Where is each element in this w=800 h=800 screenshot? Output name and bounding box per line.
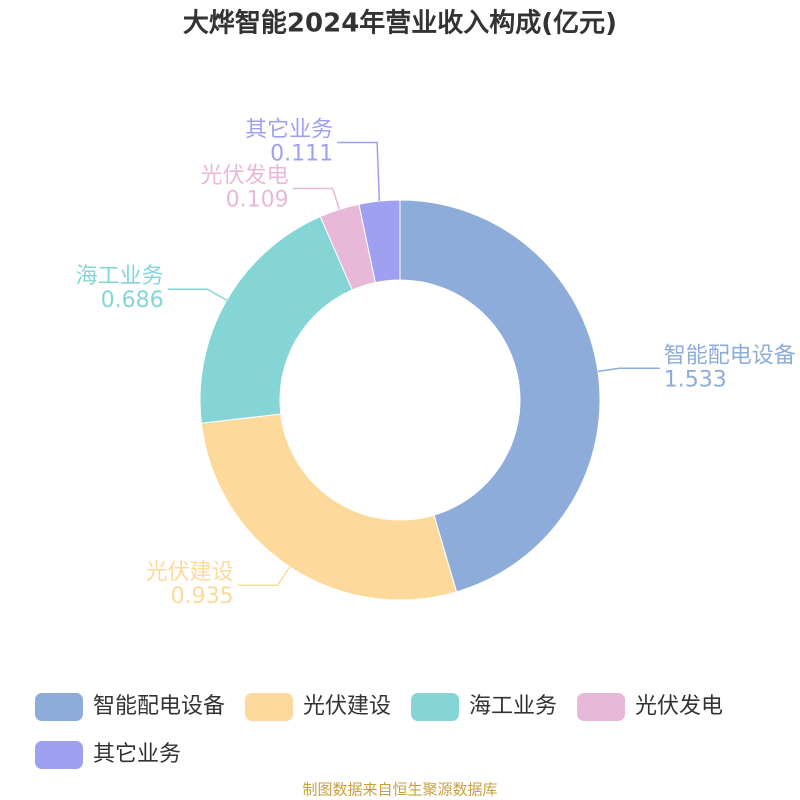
legend-swatch — [245, 693, 294, 721]
slice-label: 智能配电设备 — [664, 343, 796, 368]
leader-line — [167, 288, 228, 301]
slice-label: 光伏建设 — [146, 560, 234, 585]
slice-label: 海工业务 — [76, 264, 164, 289]
slice — [199, 215, 353, 424]
value-label: 0.111 — [270, 141, 333, 166]
leader-line — [237, 566, 291, 586]
leader-line — [597, 367, 660, 373]
legend-label: 海工业务 — [469, 694, 557, 719]
legend-label: 光伏建设 — [303, 694, 391, 719]
slice — [399, 199, 601, 593]
chart-title: 大烨智能2024年营业收入构成(亿元) — [183, 8, 617, 39]
value-label: 0.686 — [101, 288, 164, 313]
legend-label: 光伏发电 — [635, 694, 723, 719]
legend-label: 其它业务 — [93, 742, 181, 767]
source-note: 制图数据来自恒生聚源数据库 — [302, 781, 497, 799]
value-label: 1.533 — [664, 367, 727, 392]
value-label: 0.109 — [226, 187, 289, 212]
leader-line — [292, 187, 341, 210]
slice — [200, 413, 458, 601]
slice-label: 光伏发电 — [201, 163, 289, 188]
legend-swatch — [35, 693, 83, 721]
slice — [358, 199, 401, 284]
legend-swatch — [35, 741, 83, 769]
value-label: 0.935 — [171, 584, 234, 609]
legend-swatch — [411, 693, 460, 721]
legend-label: 智能配电设备 — [93, 694, 225, 719]
legend-swatch — [577, 693, 626, 721]
leader-line — [337, 141, 381, 202]
slice-label: 其它业务 — [245, 117, 333, 142]
